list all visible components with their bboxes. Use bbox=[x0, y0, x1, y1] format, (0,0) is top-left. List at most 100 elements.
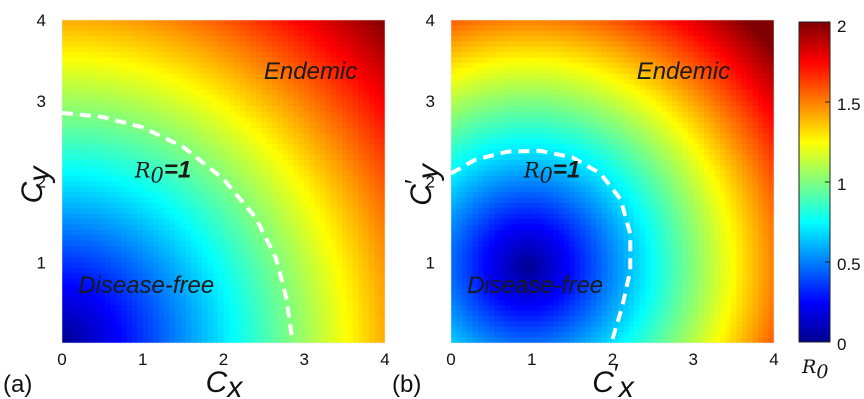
heatmap-cell bbox=[477, 106, 484, 113]
heatmap-cell bbox=[207, 46, 214, 53]
heatmap-cell bbox=[347, 159, 354, 166]
heatmap-cell bbox=[623, 79, 630, 86]
heatmap-cell bbox=[537, 20, 544, 26]
heatmap-cell bbox=[110, 332, 117, 339]
heatmap-cell bbox=[255, 203, 262, 210]
heatmap-cell bbox=[298, 224, 305, 231]
endemic-label-a: Endemic bbox=[264, 58, 357, 85]
heatmap-cell bbox=[331, 100, 338, 107]
heatmap-cell bbox=[94, 294, 101, 301]
heatmap-cell bbox=[218, 57, 225, 64]
heatmap-cell bbox=[730, 79, 737, 86]
heatmap-cell bbox=[126, 337, 133, 343]
heatmap-cell bbox=[368, 229, 375, 236]
heatmap-cell bbox=[483, 111, 490, 118]
heatmap-cell bbox=[472, 111, 479, 118]
heatmap-cell bbox=[757, 57, 764, 64]
heatmap-cell bbox=[261, 273, 268, 279]
heatmap-cell bbox=[607, 100, 614, 107]
heatmap-cell bbox=[596, 41, 603, 48]
heatmap-cell bbox=[115, 186, 122, 193]
heatmap-cell bbox=[201, 57, 208, 64]
heatmap-cell bbox=[239, 283, 246, 290]
heatmap-cell bbox=[763, 122, 770, 129]
heatmap-cell bbox=[531, 84, 538, 91]
heatmap-cell bbox=[223, 170, 230, 177]
heatmap-cell bbox=[196, 251, 203, 258]
heatmap-cell bbox=[634, 138, 641, 145]
heatmap-cell bbox=[234, 116, 241, 123]
heatmap-cell bbox=[298, 100, 305, 107]
heatmap-cell bbox=[325, 116, 332, 123]
heatmap-cell bbox=[451, 100, 457, 107]
heatmap-cell bbox=[185, 229, 192, 236]
y-tick-label: 1 bbox=[37, 253, 46, 272]
heatmap-cell bbox=[223, 133, 230, 140]
heatmap-cell bbox=[288, 57, 295, 64]
heatmap-cell bbox=[336, 106, 343, 113]
heatmap-cell bbox=[266, 165, 273, 172]
heatmap-cell bbox=[347, 138, 354, 145]
heatmap-cell bbox=[315, 219, 321, 226]
heatmap-cell bbox=[547, 73, 554, 80]
heatmap-cell bbox=[580, 25, 587, 32]
heatmap-cell bbox=[245, 89, 252, 96]
heatmap-cell bbox=[78, 106, 85, 113]
heatmap-cell bbox=[341, 294, 348, 301]
heatmap-cell bbox=[569, 25, 576, 32]
heatmap-cell bbox=[99, 235, 106, 242]
heatmap-cell bbox=[110, 235, 117, 242]
heatmap-cell bbox=[110, 176, 117, 183]
heatmap-cell bbox=[153, 159, 160, 166]
heatmap-cell bbox=[126, 197, 133, 204]
heatmap-cell bbox=[218, 299, 225, 306]
heatmap-cell bbox=[207, 229, 214, 236]
heatmap-cell bbox=[585, 57, 592, 64]
heatmap-cell bbox=[137, 20, 144, 26]
heatmap-cell bbox=[379, 251, 385, 258]
heatmap-cell bbox=[547, 106, 554, 113]
heatmap-cell bbox=[196, 186, 203, 193]
heatmap-cell bbox=[137, 326, 144, 333]
heatmap-cell bbox=[461, 57, 468, 64]
heatmap-cell bbox=[121, 154, 128, 161]
heatmap-cell bbox=[288, 36, 295, 43]
heatmap-cell bbox=[78, 20, 85, 26]
heatmap-cell bbox=[180, 283, 187, 290]
heatmap-cell bbox=[228, 30, 235, 37]
heatmap-cell bbox=[736, 25, 743, 32]
heatmap-cell bbox=[483, 89, 490, 96]
heatmap-cell bbox=[250, 240, 257, 247]
heatmap-cell bbox=[293, 289, 300, 296]
heatmap-cell bbox=[553, 68, 560, 75]
heatmap-cell bbox=[255, 294, 262, 301]
heatmap-cell bbox=[88, 165, 95, 172]
heatmap-cell bbox=[196, 143, 203, 150]
heatmap-cell bbox=[288, 337, 295, 343]
heatmap-cell bbox=[331, 299, 338, 306]
heatmap-cell bbox=[196, 84, 203, 91]
heatmap-cell bbox=[201, 224, 208, 231]
heatmap-cell bbox=[325, 203, 332, 210]
heatmap-cell bbox=[67, 63, 74, 70]
heatmap-cell bbox=[223, 63, 230, 70]
heatmap-cell bbox=[720, 106, 727, 113]
heatmap-cell bbox=[94, 283, 101, 290]
heatmap-cell bbox=[78, 186, 85, 193]
heatmap-cell bbox=[730, 89, 737, 96]
heatmap-cell bbox=[472, 57, 479, 64]
heatmap-cell bbox=[207, 176, 214, 183]
heatmap-cell bbox=[596, 57, 603, 64]
heatmap-cell bbox=[628, 89, 635, 96]
heatmap-cell bbox=[682, 63, 689, 70]
heatmap-cell bbox=[358, 95, 365, 102]
heatmap-cell bbox=[617, 89, 624, 96]
heatmap-cell bbox=[336, 133, 343, 140]
heatmap-cell bbox=[228, 332, 235, 339]
heatmap-cell bbox=[153, 20, 160, 26]
heatmap-cell bbox=[99, 52, 106, 59]
heatmap-cell bbox=[137, 332, 144, 339]
heatmap-cell bbox=[121, 84, 128, 91]
heatmap-cell bbox=[88, 337, 95, 343]
heatmap-cell bbox=[115, 170, 122, 177]
